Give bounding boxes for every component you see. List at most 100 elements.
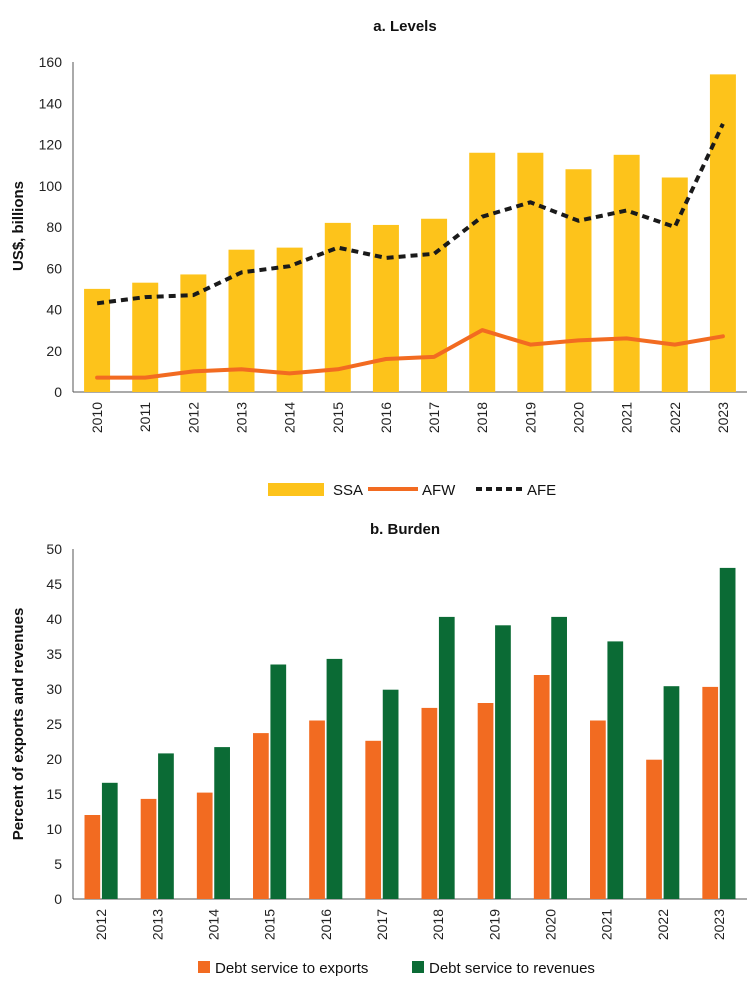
x-tick-label: 2023 [711,909,727,940]
bar-ssa-2019 [517,152,544,392]
y-tick-label: 40 [46,302,62,318]
bar-debt-service-to-revenues-2014 [214,747,230,899]
x-tick-label: 2020 [571,402,587,433]
bar-debt-service-to-exports-2013 [140,798,157,899]
bars [84,567,736,899]
bar-ssa-2016 [372,224,399,392]
series-lines [95,123,725,380]
x-tick-label: 2022 [655,909,671,940]
bar-debt-service-to-revenues-2020 [551,616,567,899]
bar-ssa-2018 [469,152,496,392]
bar-ssa-2017 [421,218,448,392]
chart-title: a. Levels [373,18,436,35]
legend-label-afe: AFE [527,482,556,499]
y-axis-label: US$, billions [10,181,27,271]
bar-ssa-2021 [613,154,640,392]
x-tick-label: 2021 [619,402,635,433]
bar-debt-service-to-exports-2020 [533,675,550,899]
bar-debt-service-to-revenues-2013 [158,753,174,899]
legend-swatch-revenues [412,961,424,973]
y-tick-label: 0 [54,891,62,907]
y-tick-label: 30 [46,681,62,697]
bar-debt-service-to-revenues-2017 [382,689,399,899]
x-tick-label: 2018 [430,909,446,940]
y-tick-label: 120 [39,137,63,153]
x-tick-label: 2016 [378,402,394,433]
bar-ssa-2020 [565,169,592,392]
bar-ssa-2010 [84,288,111,392]
line-afw [95,328,725,380]
legend-label-afw: AFW [422,482,456,499]
y-tick-label: 45 [46,576,62,592]
y-tick-label: 50 [46,541,62,557]
bar-debt-service-to-revenues-2022 [663,686,680,899]
bar-debt-service-to-exports-2017 [365,740,382,899]
bar-debt-service-to-exports-2022 [646,759,662,899]
bar-debt-service-to-exports-2018 [421,707,438,899]
x-tick-label: 2012 [93,909,109,940]
y-tick-label: 5 [54,856,62,872]
bars-ssa [84,74,736,392]
x-tick-label: 2010 [89,402,105,433]
y-tick-label: 20 [46,751,62,767]
legend: SSA AFW AFE [268,482,556,499]
x-tick-label: 2021 [599,909,615,940]
y-tick-label: 10 [46,821,62,837]
chart-levels: a. Levels US$, billions 0 20 40 60 80 100 120 1… [10,18,747,499]
bar-ssa-2023 [709,74,736,392]
x-tick-label: 2017 [426,402,442,433]
x-tick-label: 2020 [542,909,558,940]
x-tick-label: 2014 [282,402,298,433]
y-tick-label: 25 [46,716,62,732]
legend-label-ssa: SSA [333,482,363,499]
bar-debt-service-to-revenues-2016 [326,658,343,899]
y-tick-label: 140 [39,95,63,111]
y-tick-label: 20 [46,343,62,359]
bar-debt-service-to-exports-2019 [477,703,494,899]
x-tick-label: 2023 [715,402,731,433]
y-tick-label: 160 [39,54,63,70]
x-tick-label: 2012 [185,402,201,433]
bar-ssa-2022 [661,177,688,392]
y-tick-label: 35 [46,646,62,662]
bar-debt-service-to-exports-2015 [253,733,269,899]
x-tick-label: 2018 [474,402,490,433]
legend-swatch-ssa [268,483,324,496]
x-tick-label: 2016 [318,909,334,940]
x-tick-label: 2015 [262,909,278,940]
bar-debt-service-to-exports-2014 [196,792,213,899]
x-tick-label: 2014 [205,909,221,940]
legend-swatch-exports [198,961,210,973]
bar-ssa-2014 [276,247,303,392]
y-axis-label: Percent of exports and revenues [10,608,27,841]
bar-ssa-2011 [132,282,159,392]
bar-debt-service-to-exports-2012 [84,815,101,899]
x-tick-label: 2011 [137,402,153,432]
x-tick-label: 2013 [234,402,250,433]
chart-title: b. Burden [370,521,440,538]
bar-debt-service-to-revenues-2021 [607,641,624,899]
x-tick-label: 2019 [522,402,538,433]
legend-label-revenues: Debt service to revenues [429,960,595,977]
x-tick-label: 2015 [330,402,346,433]
bar-debt-service-to-revenues-2015 [270,664,287,899]
x-tick-label: 2019 [486,909,502,940]
bar-debt-service-to-revenues-2023 [719,567,736,899]
y-tick-labels: 0 20 40 60 80 100 120 140 160 [39,54,63,400]
bar-debt-service-to-exports-2016 [309,720,325,899]
y-tick-label: 60 [46,260,62,276]
y-tick-label: 15 [46,786,62,802]
axes [72,549,747,900]
bar-debt-service-to-exports-2021 [590,720,606,899]
bar-debt-service-to-revenues-2018 [438,616,455,899]
x-tick-labels: 2012 2013 2014 2015 2016 2017 2018 2019 2020 2021… [93,909,727,940]
x-tick-label: 2013 [149,909,165,940]
chart-burden: b. Burden Percent of exports and revenue… [10,521,747,977]
bar-debt-service-to-revenues-2012 [101,782,118,899]
y-tick-labels: 0 5 10 15 20 25 30 35 40 45 50 [46,541,62,907]
x-tick-label: 2017 [374,909,390,940]
x-tick-labels: 2010 2011 2012 2013 2014 2015 2016 2017 2018 2019… [89,402,731,433]
y-tick-label: 100 [39,178,63,194]
legend: Debt service to exports Debt service to … [198,960,595,977]
y-tick-label: 80 [46,219,62,235]
